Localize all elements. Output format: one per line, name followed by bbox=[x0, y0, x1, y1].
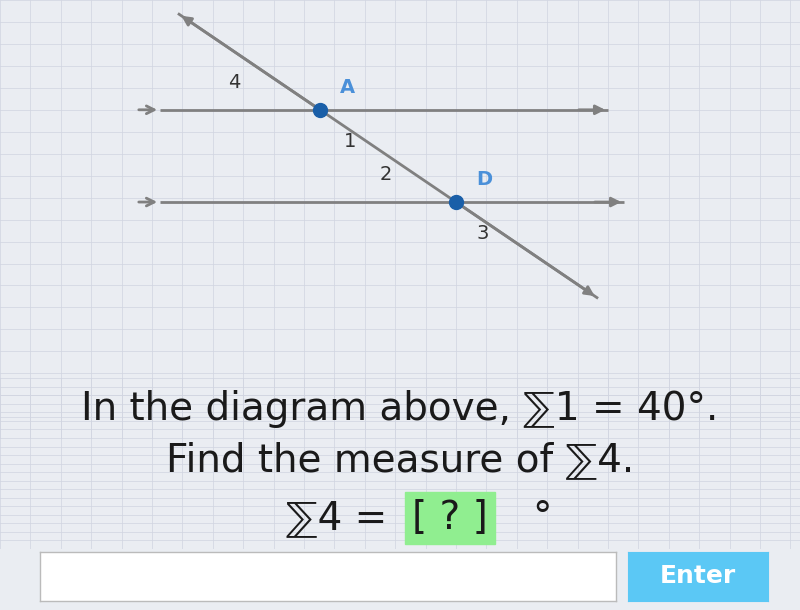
Text: 3: 3 bbox=[476, 224, 488, 243]
Text: [ ? ]: [ ? ] bbox=[412, 499, 488, 537]
Text: 1: 1 bbox=[344, 132, 356, 151]
Text: A: A bbox=[340, 77, 355, 96]
Text: 4: 4 bbox=[228, 73, 240, 92]
Text: Find the measure of ⅀4.: Find the measure of ⅀4. bbox=[166, 441, 634, 479]
Text: °: ° bbox=[532, 499, 551, 537]
Text: In the diagram above, ⅀1 = 40°.: In the diagram above, ⅀1 = 40°. bbox=[82, 390, 718, 428]
Text: 2: 2 bbox=[380, 165, 392, 184]
Text: ⅀4 =: ⅀4 = bbox=[286, 499, 400, 537]
Text: Enter: Enter bbox=[660, 564, 736, 589]
Text: D: D bbox=[476, 170, 492, 189]
